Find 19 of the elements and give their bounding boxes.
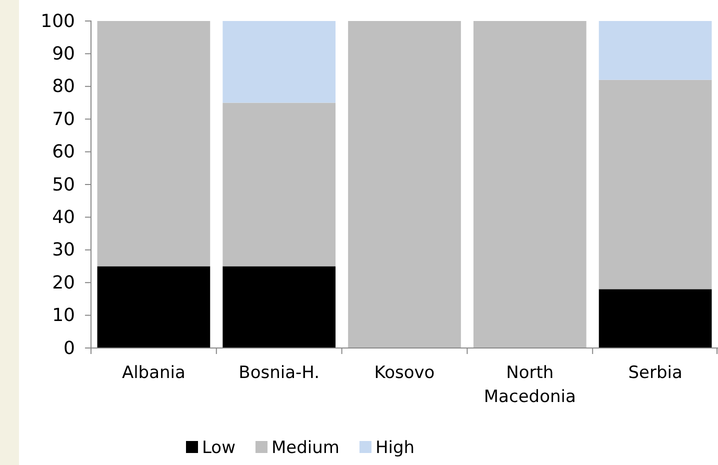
- x-tick-label: North Macedonia: [484, 363, 576, 407]
- y-tick-label: 80: [52, 76, 75, 98]
- y-tick-label: 60: [52, 142, 75, 163]
- x-tick-label: Serbia: [628, 363, 682, 383]
- y-tick-label: 100: [40, 10, 75, 32]
- y-tick-label: 10: [52, 305, 75, 326]
- y-tick-label: 30: [52, 240, 75, 261]
- y-tick-label: 20: [52, 272, 75, 294]
- legend-label: Medium: [271, 438, 340, 458]
- y-tick-label: 0: [64, 338, 75, 359]
- y-tick-label: 50: [52, 174, 75, 196]
- x-tick-label: Bosnia-H.: [238, 363, 320, 383]
- legend-label: Low: [202, 438, 236, 458]
- x-tick-label: Albania: [122, 363, 186, 383]
- y-tick-label: 70: [52, 108, 75, 130]
- y-tick-label: 40: [52, 206, 75, 228]
- x-tick-label: Kosovo: [374, 363, 435, 383]
- y-tick-label: 90: [52, 43, 75, 64]
- legend-label: High: [375, 438, 415, 458]
